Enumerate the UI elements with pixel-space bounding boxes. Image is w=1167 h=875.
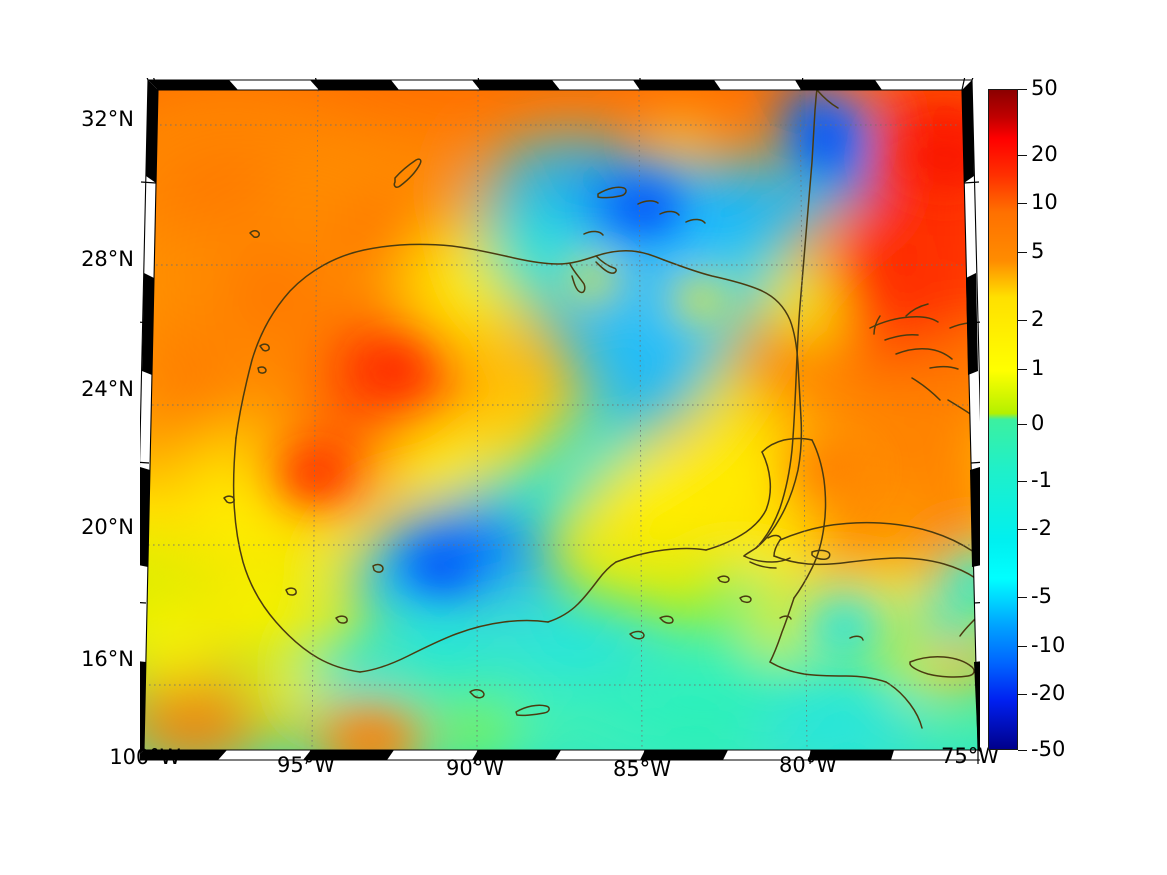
lon-tick-label-95W: 95°W [277,753,335,777]
lon-tick-label-85W: 85°W [613,757,671,781]
map-plot-area [140,78,980,768]
colorbar-tick-m1 [1018,481,1027,482]
colorbar-label-m10: -10 [1031,633,1066,657]
colorbar-label-50: 50 [1031,76,1058,100]
colorbar-tick-1 [1018,369,1027,370]
colorbar-tick-m5 [1018,597,1027,598]
colorbar-label-m20: -20 [1031,681,1066,705]
colorbar-label-m2: -2 [1031,516,1052,540]
colorbar-tick-20 [1018,155,1027,156]
colorbar-label-10: 10 [1031,190,1058,214]
colorbar-label-m5: -5 [1031,584,1052,608]
colorbar-tick-m10 [1018,646,1027,647]
colorbar-tick-m20 [1018,694,1027,695]
colorbar-label-5: 5 [1031,239,1045,263]
graticule-layer [144,90,976,750]
lon-tick-label-100W: 100°W [109,745,181,769]
colorbar-tick-0 [1018,424,1027,425]
lat-tick-label-24N: 24°N [81,377,134,401]
lat-tick-label-28N: 28°N [81,247,134,271]
lat-tick-label-16N: 16°N [81,647,134,671]
lon-tick-label-80W: 80°W [779,753,837,777]
colorbar-gradient [989,90,1017,749]
colorbar[interactable] [988,89,1018,750]
coastline-layer [223,90,978,729]
colorbar-tick-50 [1018,89,1027,90]
colorbar-label-m1: -1 [1031,468,1052,492]
colorbar-label-m50: -50 [1031,737,1066,761]
colorbar-tick-10 [1018,203,1027,204]
lat-tick-label-32N: 32°N [81,107,134,131]
lat-tick-label-20N: 20°N [81,515,134,539]
heatmap-field [144,90,978,750]
map-frame [140,78,980,765]
map-heatmap-svg [140,78,980,765]
colorbar-tick-5 [1018,252,1027,253]
colorbar-label-2: 2 [1031,307,1045,331]
colorbar-tick-m50 [1018,750,1027,751]
lon-tick-label-90W: 90°W [446,756,504,780]
colorbar-label-20: 20 [1031,142,1058,166]
colorbar-tick-m2 [1018,529,1027,530]
colorbar-label-1: 1 [1031,356,1045,380]
colorbar-label-0: 0 [1031,411,1045,435]
colorbar-tick-2 [1018,320,1027,321]
